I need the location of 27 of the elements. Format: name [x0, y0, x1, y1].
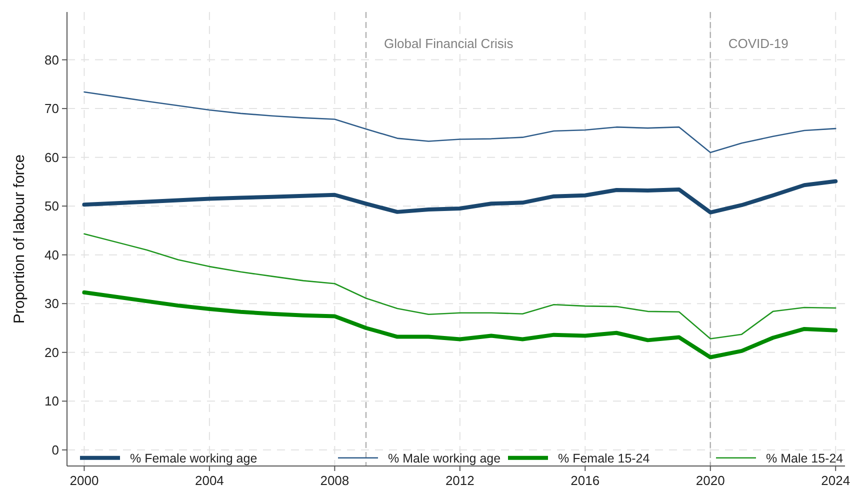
line-series	[84, 91, 836, 154]
x-tick-label: 2004	[194, 473, 224, 488]
x-tick-label: 2016	[570, 473, 600, 488]
y-axis-title: Proportion of labour force	[11, 154, 28, 324]
y-tick-label: 40	[44, 247, 59, 262]
x-tick-label: 2024	[821, 473, 850, 488]
x-tick-label: 2020	[696, 473, 725, 488]
y-tick-label: 70	[44, 101, 59, 116]
ref-line-label: COVID-19	[728, 36, 788, 51]
y-tick-label: 60	[44, 150, 59, 165]
line-series	[82, 179, 838, 214]
y-tick-label: 20	[44, 344, 59, 360]
y-tick-label: 10	[44, 394, 59, 409]
x-tick-label: 2000	[70, 473, 99, 488]
ref-line-label: Global Financial Crisis	[384, 36, 514, 51]
x-tick-label: 2008	[320, 473, 350, 488]
line-series	[82, 290, 838, 360]
y-tick-label: 80	[44, 52, 59, 68]
legend-label: % Male working age	[388, 451, 501, 466]
y-tick-label: 30	[44, 296, 59, 312]
y-tick-label: 0	[52, 442, 59, 458]
legend-label: % Female working age	[130, 451, 258, 466]
legend-label: % Male 15-24	[766, 451, 844, 466]
line-series	[84, 233, 836, 340]
x-tick-label: 2012	[445, 473, 474, 488]
y-tick-label: 50	[44, 198, 59, 214]
legend-label: % Female 15-24	[558, 451, 650, 466]
